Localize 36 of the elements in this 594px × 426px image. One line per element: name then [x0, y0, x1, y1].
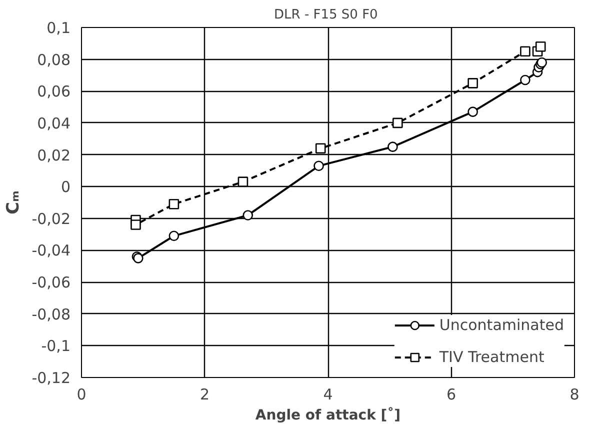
y-tick-label: 0: [60, 178, 71, 196]
point: [468, 106, 478, 117]
x-tick-label: 0: [76, 386, 86, 404]
y-tick-label: 0,02: [37, 146, 71, 164]
y-tick-label: 0,08: [37, 50, 71, 69]
legend-label: TIV Treatment: [439, 348, 544, 366]
point: [392, 118, 403, 128]
y-axis-title: Cₘ: [4, 190, 24, 214]
point: [468, 78, 478, 88]
x-tick-label: 4: [323, 386, 333, 404]
y-tick-label: -0,06: [32, 274, 70, 292]
point: [242, 210, 254, 220]
y-tick-label: -0,08: [32, 305, 70, 324]
point: [130, 220, 141, 230]
point: [388, 142, 398, 152]
legend-label: Uncontaminated: [439, 316, 564, 334]
point: [520, 74, 530, 86]
point: [315, 143, 326, 154]
point: [168, 198, 180, 210]
y-tick-label: -0,1: [41, 337, 71, 356]
point: [314, 160, 324, 172]
x-axis-title: Angle of attack [˚]: [255, 406, 401, 424]
y-tick-label: 0,1: [46, 19, 71, 37]
chart-title: DLR - F15 S0 F0: [274, 8, 378, 22]
y-tick-label: -0,12: [32, 369, 70, 387]
y-tick-label: 0,06: [37, 82, 71, 101]
y-tick-label: 0,04: [37, 114, 71, 132]
point: [238, 176, 248, 187]
y-tick-label: -0,02: [32, 210, 70, 228]
x-tick-label: 6: [446, 386, 456, 404]
point: [520, 46, 530, 57]
point: [168, 230, 180, 242]
y-tick-label: -0,04: [32, 242, 70, 260]
x-tick-label: 2: [200, 386, 210, 404]
x-tick-label: 8: [570, 386, 580, 404]
point: [535, 41, 546, 52]
